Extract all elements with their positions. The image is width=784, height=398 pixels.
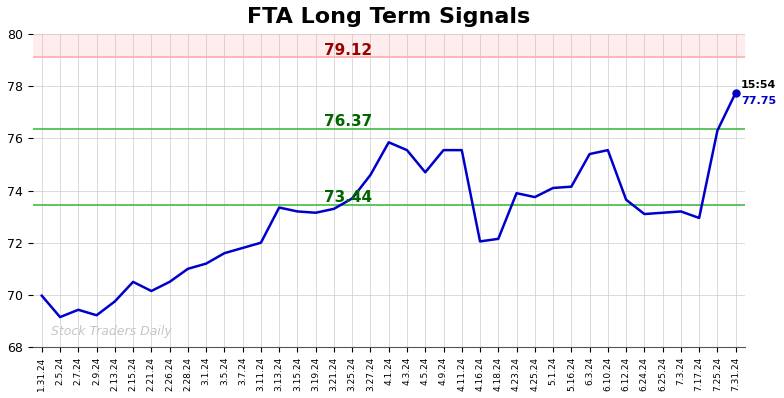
Text: 15:54: 15:54 [741,80,776,90]
Text: 76.37: 76.37 [324,113,372,129]
Text: Stock Traders Daily: Stock Traders Daily [51,325,172,338]
Text: 77.75: 77.75 [741,96,776,106]
Bar [33,34,745,57]
Text: 79.12: 79.12 [324,43,372,58]
Text: 73.44: 73.44 [324,190,372,205]
Title: FTA Long Term Signals: FTA Long Term Signals [247,7,530,27]
